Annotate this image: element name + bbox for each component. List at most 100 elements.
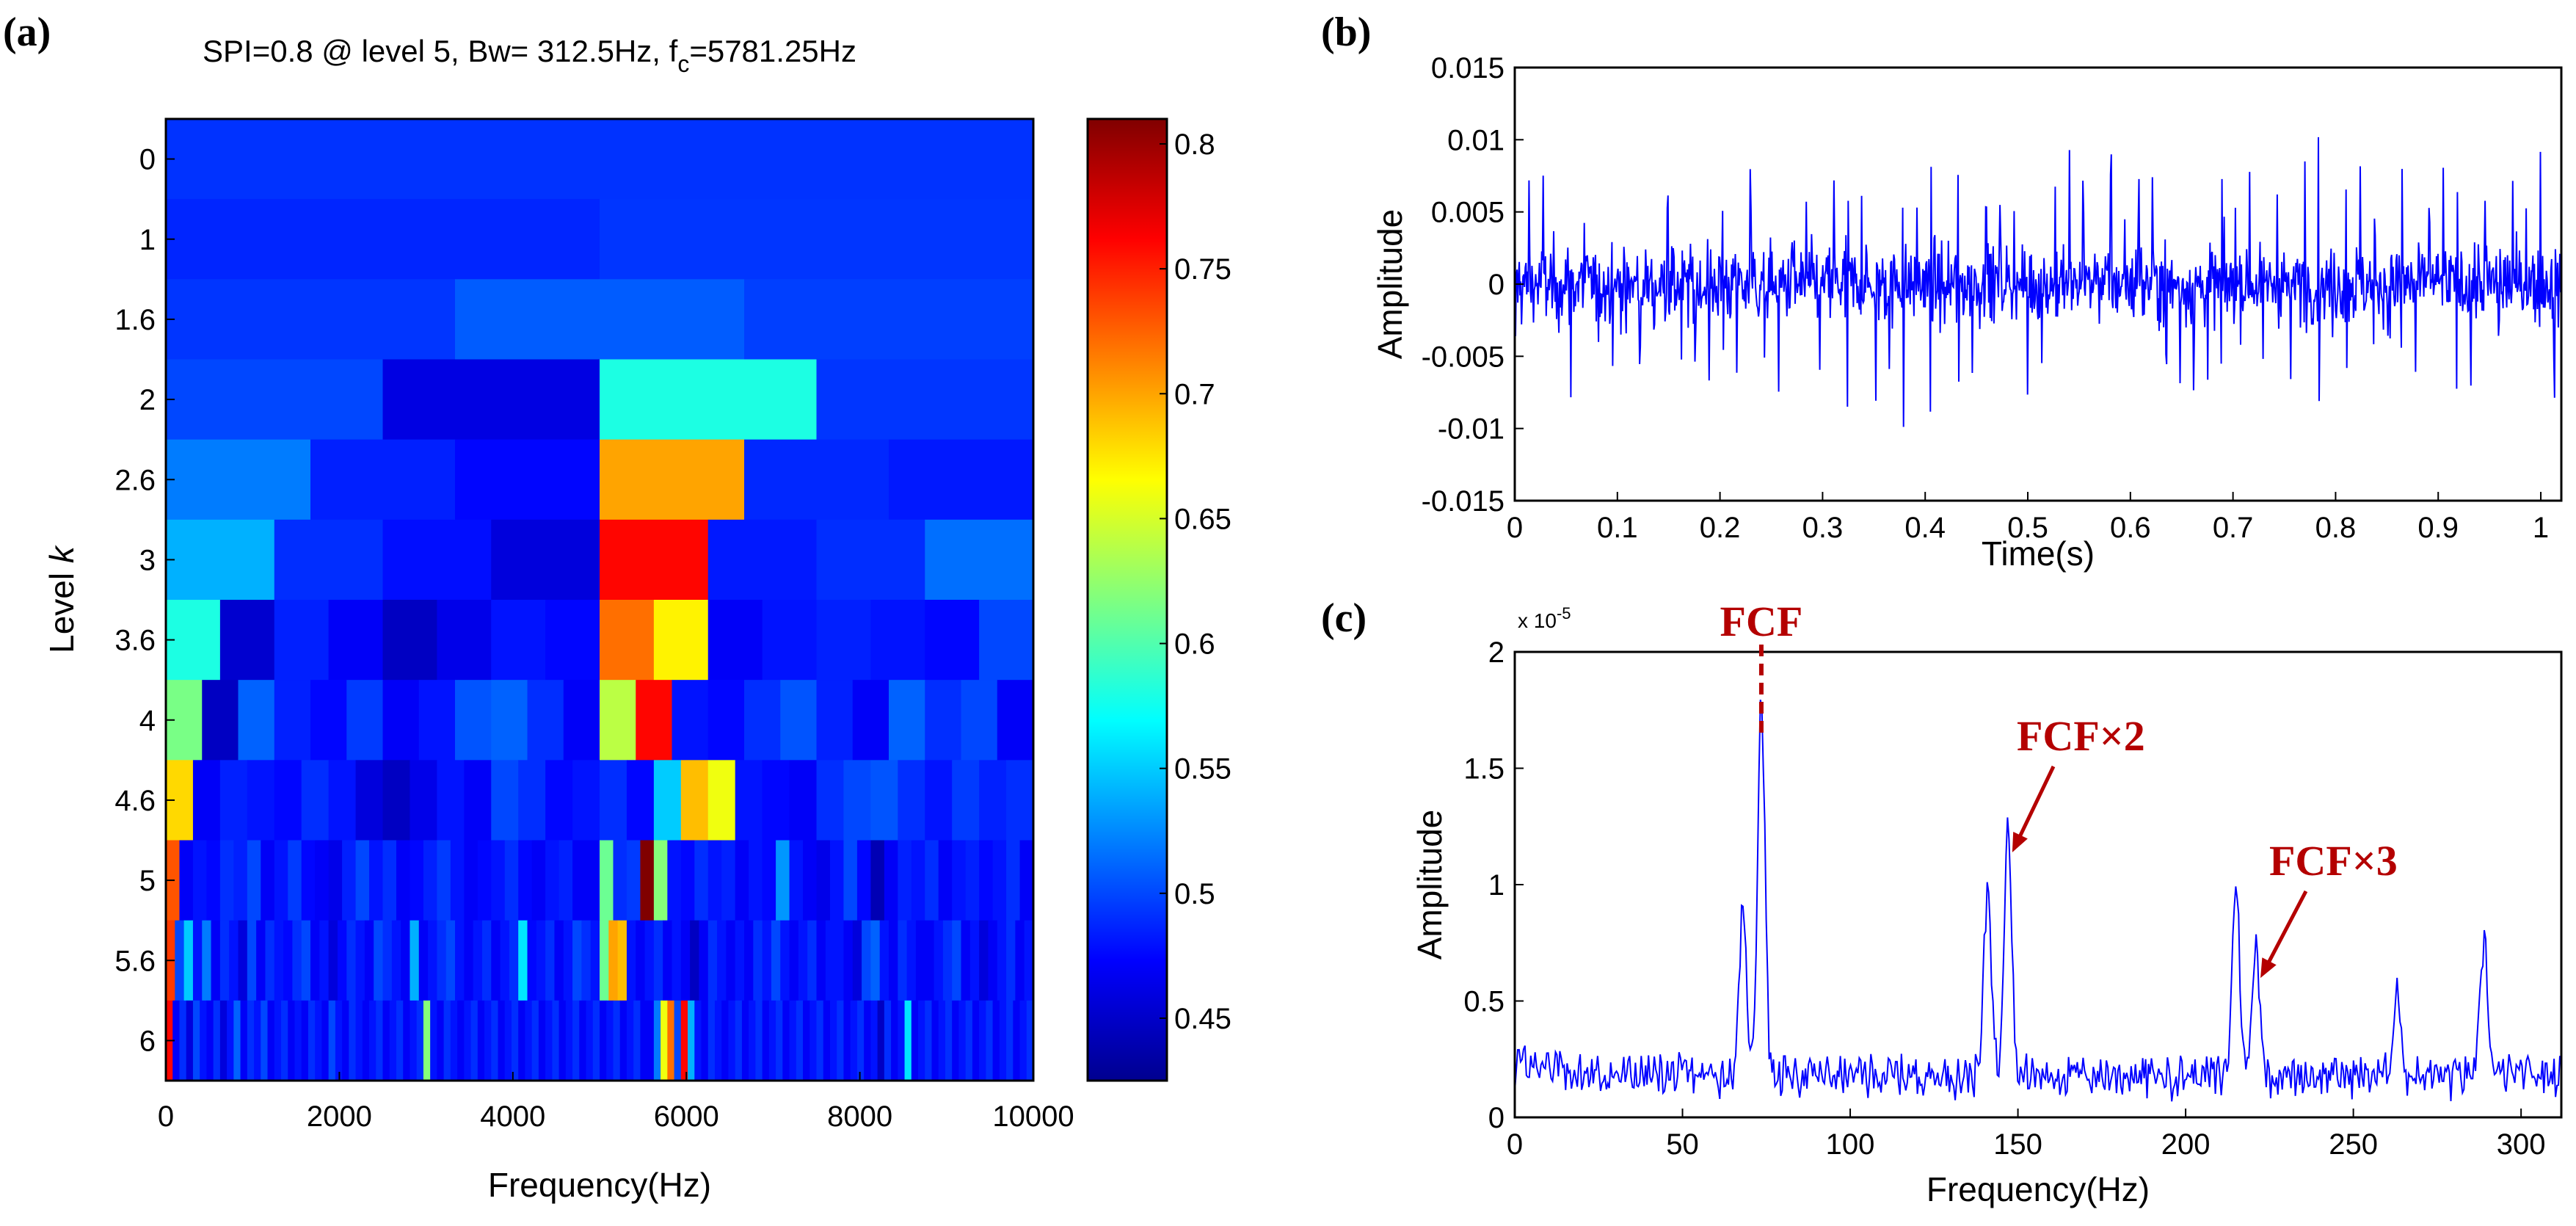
heatmap-cell [798,920,808,1001]
heatmap-cell [473,920,483,1001]
heatmap-cell [315,1000,322,1081]
heatmap-cell [455,279,745,360]
heatmap-cell [755,1000,763,1081]
heatmap-cell [898,760,925,841]
heatmap-cell [721,840,736,921]
heatmap-cell [600,519,709,601]
heatmap-cell [491,760,519,841]
spectrum-xtick-label: 150 [1993,1128,2042,1161]
heatmap-cell [504,1000,512,1081]
heatmap-cell [504,840,519,921]
heatmap-cell [374,920,384,1001]
heatmap-cell [265,920,275,1001]
time-ytick-label: 0.015 [1431,52,1505,84]
heatmap-cell [600,840,614,921]
heatmap-cell [931,1000,939,1081]
spectrum-xtick-label: 0 [1507,1128,1523,1161]
heatmap-cell [470,1000,479,1081]
time-xtick-label: 0 [1507,512,1523,544]
panel-c: (c) 0 50 100 150 200 250 300 0 0.5 1 1.5 2 x 10-5 F… [1321,595,2563,1208]
panel-label-a: (a) [3,10,51,55]
heatmap-cell [455,920,465,1001]
heatmap-cell [789,1000,797,1081]
heatmap-cell [816,1000,824,1081]
heatmap-cell [238,680,275,761]
heatmap-cell [626,920,636,1001]
heatmap-cell [1013,1000,1021,1081]
heatmap-cell [699,920,709,1001]
heatmap-cell [768,1000,776,1081]
heatmap-cell [403,1000,411,1081]
heatmap-cell [455,439,600,520]
heatmap-cell [694,840,709,921]
heatmap-cell [850,1000,858,1081]
heatmap-cells [166,119,1034,1081]
heatmap-cell [640,1000,648,1081]
heatmap-cell [979,840,994,921]
heatmap-xtick-label: 4000 [480,1100,545,1133]
heatmap-cell [369,1000,376,1081]
heatmap-ylabel-k: k [43,545,81,563]
heatmap-cell [511,1000,519,1081]
spectrum-xlabel: Frequency(Hz) [1926,1170,2150,1208]
heatmap-cell [382,600,437,681]
heatmap-cell [202,920,212,1001]
colorbar-tick-label: 0.6 [1174,628,1215,661]
heatmap-cell [898,840,912,921]
heatmap-cell [211,920,221,1001]
heatmap-cell [261,1000,269,1081]
heatmap-cell [527,920,537,1001]
heatmap-ytick-label: 4.6 [114,785,156,817]
heatmap-cell [961,920,971,1001]
heatmap-cell [310,439,456,520]
panel-label-c: (c) [1321,595,1367,641]
heatmap-cell [590,920,600,1001]
heatmap-cell [1006,920,1016,1001]
heatmap-cell [579,1000,587,1081]
time-ytick-label: 0.005 [1431,197,1505,229]
heatmap-cell [450,840,465,921]
heatmap-cell [240,1000,248,1081]
heatmap-cell [410,920,420,1001]
heatmap-cell [653,600,709,681]
heatmap-cell [879,920,889,1001]
heatmap-ytick-label: 5 [139,865,156,897]
heatmap-cell [717,920,727,1001]
spectrum-ytick-label: 2 [1488,636,1505,669]
colorbar-ticks: 0.45 0.5 0.55 0.6 0.65 0.7 0.75 0.8 [1160,128,1231,1035]
heatmap-ytick-label: 1.6 [114,304,156,336]
heatmap-cell [816,840,831,921]
heatmap-cell [321,1000,330,1081]
heatmap-cell [884,1000,892,1081]
heatmap-cell [870,1000,878,1081]
heatmap-cell [852,920,862,1001]
heatmap-cell [771,920,781,1001]
time-xtick-label: 0.8 [2315,512,2357,544]
heatmap-cell [1024,920,1034,1001]
heatmap-cell [829,840,845,921]
heatmap-cell [1026,1000,1034,1081]
heatmap-cell [382,760,411,841]
heatmap-ytick-label: 4 [139,705,156,737]
heatmap-ytick-label: 3.6 [114,625,156,657]
heatmap-cell [870,760,898,841]
heatmap-cell [179,840,194,921]
time-ytick-label: -0.005 [1422,341,1505,373]
heatmap-cell [301,760,330,841]
heatmap-cell [179,1000,187,1081]
heatmap-cell [563,680,600,761]
heatmap-cell [509,920,519,1001]
time-ytick-label: 0 [1488,269,1505,301]
heatmap-xtick-label: 8000 [827,1100,892,1133]
heatmap-cell [753,920,763,1001]
heatmap-cell [911,1000,919,1081]
heatmap-cell [986,1000,994,1081]
heatmap-cell [389,1000,397,1081]
heatmap-cell [274,600,330,681]
heatmap-cell [762,920,772,1001]
heatmap-cell [870,840,885,921]
heatmap-cell [319,920,330,1001]
heatmap-cell [166,519,275,601]
heatmap-cell [843,1000,851,1081]
colorbar-tick-label: 0.8 [1174,128,1215,161]
